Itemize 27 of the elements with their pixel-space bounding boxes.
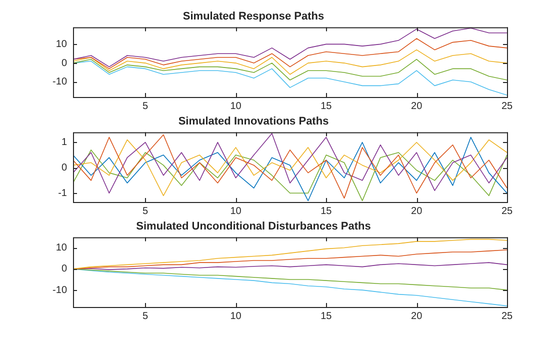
x-tick-label: 20 [411,310,423,322]
x-tick-label: 5 [142,100,149,112]
x-tick-label: 25 [501,206,513,217]
y-tick-label: 10 [56,242,68,254]
y-tick-label: 0 [61,264,68,275]
y-tick-label: -10 [52,76,68,88]
x-tick-label: 25 [501,100,513,112]
x-tick-label: 10 [230,206,242,217]
y-tick-label: 10 [56,38,68,50]
x-tick-label: 15 [320,206,332,217]
chart-title: Simulated Response Paths [182,10,324,23]
x-tick-label: 20 [411,206,423,217]
x-tick-label: 5 [142,310,149,322]
x-tick-label: 25 [501,310,513,322]
y-tick-label: -1 [58,188,68,199]
x-tick-label: 10 [230,310,242,322]
x-tick-label: 15 [320,310,332,322]
x-tick-label: 20 [411,100,423,112]
x-tick-label: 5 [142,206,149,217]
y-tick-label: 0 [61,162,68,174]
chart-title: Simulated Innovations Paths [178,116,329,128]
y-tick-label: 1 [61,137,68,148]
x-tick-label: 10 [230,100,242,112]
y-tick-label: 0 [61,58,68,69]
x-tick-label: 15 [320,100,332,112]
y-tick-label: -10 [52,284,68,296]
chart-title: Simulated Unconditional Disturbances Paths [136,220,371,233]
